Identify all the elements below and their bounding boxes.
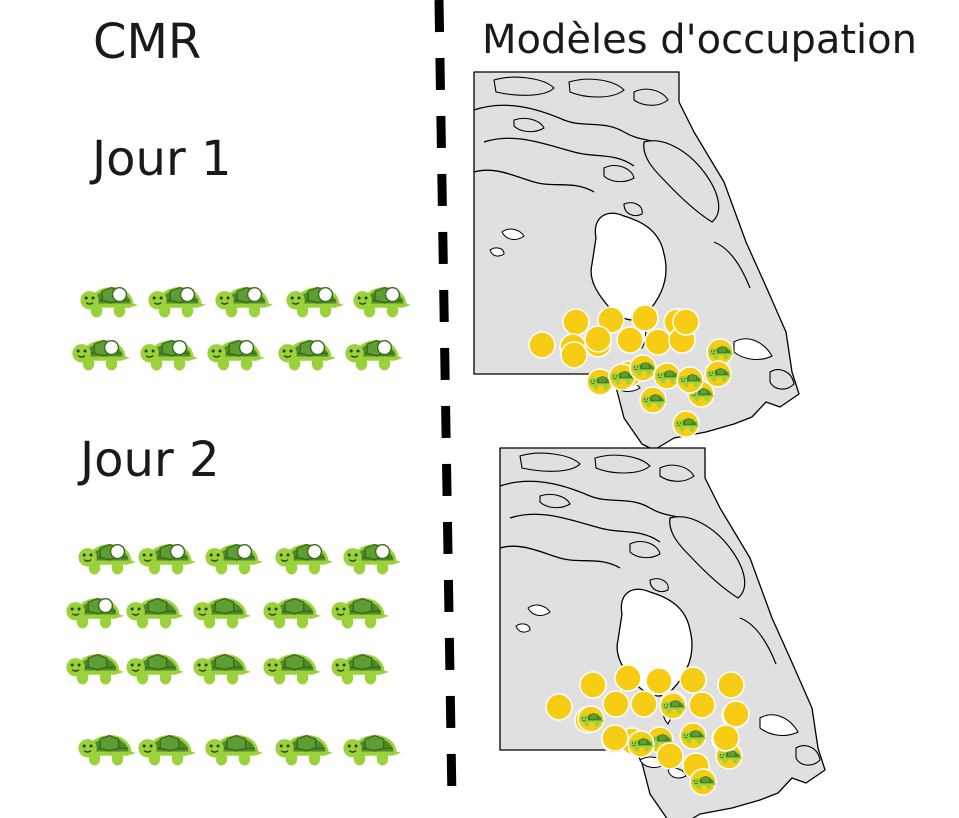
paint-mark-icon: [236, 543, 253, 560]
survey-site-icon: [614, 664, 642, 692]
paint-mark-icon: [238, 339, 255, 356]
turtle-icon: [341, 543, 403, 576]
survey-site-icon: [602, 690, 630, 718]
survey-site-icon: [644, 328, 672, 356]
paint-mark-icon: [246, 286, 263, 303]
turtle-icon: [205, 339, 267, 372]
turtle-icon: [136, 543, 198, 576]
turtle-icon: [78, 286, 140, 319]
survey-site-icon: [584, 325, 612, 353]
paint-mark-icon: [109, 543, 126, 560]
turtle-icon: [213, 286, 275, 319]
survey-site-icon: [717, 671, 745, 699]
paint-mark-icon: [384, 286, 401, 303]
survey-site-icon: [630, 690, 658, 718]
occupancy-models-title: Modèles d'occupation: [482, 17, 917, 63]
turtle-icon: [76, 543, 138, 576]
paint-mark-icon: [111, 286, 128, 303]
paint-mark-icon: [317, 286, 334, 303]
paint-mark-icon: [103, 339, 120, 356]
survey-site-icon: [679, 666, 707, 694]
turtle-icon: [138, 339, 200, 372]
survey-site-icon: [560, 341, 588, 369]
paint-mark-icon: [374, 543, 391, 560]
paint-mark-icon: [97, 597, 114, 614]
turtle-icon: [70, 339, 132, 372]
survey-site-icon: [562, 308, 590, 336]
survey-site-icon: [616, 326, 644, 354]
survey-site-icon: [601, 724, 629, 752]
survey-site-icon: [688, 691, 716, 719]
survey-site-icon: [656, 742, 684, 770]
turtle-icon: [351, 286, 413, 319]
survey-site-icon: [672, 308, 700, 336]
occupancy-map: [473, 71, 800, 451]
survey-site-icon: [528, 331, 556, 359]
turtle-icon: [64, 597, 126, 630]
cmr-title: CMR: [93, 14, 202, 70]
survey-site-icon: [631, 304, 659, 332]
occupancy-map: [499, 447, 826, 818]
canada-basemap: [473, 71, 800, 451]
paint-mark-icon: [309, 339, 326, 356]
paint-mark-icon: [376, 339, 393, 356]
turtle-icon: [284, 286, 346, 319]
turtle-icon: [146, 286, 208, 319]
turtle-icon: [343, 339, 405, 372]
survey-site-icon: [597, 306, 625, 334]
turtle-icon: [276, 339, 338, 372]
survey-site-icon: [545, 693, 573, 721]
turtle-icon: [273, 543, 335, 576]
survey-site-icon: [645, 667, 673, 695]
paint-mark-icon: [306, 543, 323, 560]
day-2-label: Jour 2: [80, 432, 220, 488]
survey-site-icon: [579, 671, 607, 699]
paint-mark-icon: [171, 339, 188, 356]
turtle-icon: [203, 543, 265, 576]
survey-site-icon: [722, 700, 750, 728]
paint-mark-icon: [179, 286, 196, 303]
day-1-label: Jour 1: [92, 131, 232, 187]
survey-site-icon: [712, 724, 740, 752]
paint-mark-icon: [169, 543, 186, 560]
